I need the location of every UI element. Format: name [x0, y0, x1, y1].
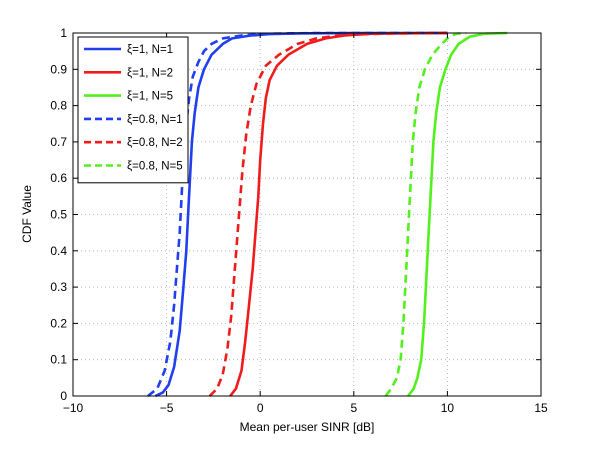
legend-label-2: ξ=1, N=2 [127, 67, 173, 79]
x-tick-label: −5 [160, 401, 174, 415]
x-tick-label: −10 [63, 401, 84, 415]
y-tick-label: 0.9 [50, 62, 67, 76]
y-tick-label: 0.4 [50, 244, 67, 258]
y-tick-label: 0.6 [50, 171, 67, 185]
legend-label-4: ξ=0.8, N=1 [127, 114, 183, 126]
legend-label-5: ξ=0.8, N=2 [127, 137, 183, 149]
x-tick-label: 5 [350, 401, 357, 415]
y-tick-label: 1 [60, 26, 67, 40]
y-axis-label: CDF Value [20, 185, 34, 243]
x-tick-label: 0 [257, 401, 264, 415]
legend-label-3: ξ=1, N=5 [127, 91, 173, 103]
y-tick-label: 0.5 [50, 208, 67, 222]
x-tick-label: 10 [441, 401, 455, 415]
legend: ξ=1, N=1 ξ=1, N=2 ξ=1, N=5 ξ=0.8, N=1 ξ=0.8,… [77, 36, 189, 184]
series-line-5 [208, 31, 448, 397]
legend-label-1: ξ=1, N=1 [127, 44, 173, 56]
x-tick-label: 15 [534, 401, 548, 415]
y-tick-label: 0.8 [50, 99, 67, 113]
y-tick-label: 0.3 [50, 280, 67, 294]
y-tick-label: 0.7 [50, 135, 67, 149]
legend-box [77, 36, 189, 184]
legend-label-6: ξ=0.8, N=5 [127, 161, 183, 173]
y-tick-label: 0 [60, 389, 67, 403]
series-line-3 [407, 31, 508, 397]
series-line-6 [384, 31, 467, 397]
y-tick-label: 0.1 [50, 353, 67, 367]
ticks: −10 −5 0 5 10 15 0 0.1 0.2 0.3 0.4 0.5 0.6 0.7 0.8 0.9 1 [50, 26, 548, 415]
y-tick-label: 0.2 [50, 316, 67, 330]
x-axis-label: Mean per-user SINR [dB] [240, 420, 375, 434]
